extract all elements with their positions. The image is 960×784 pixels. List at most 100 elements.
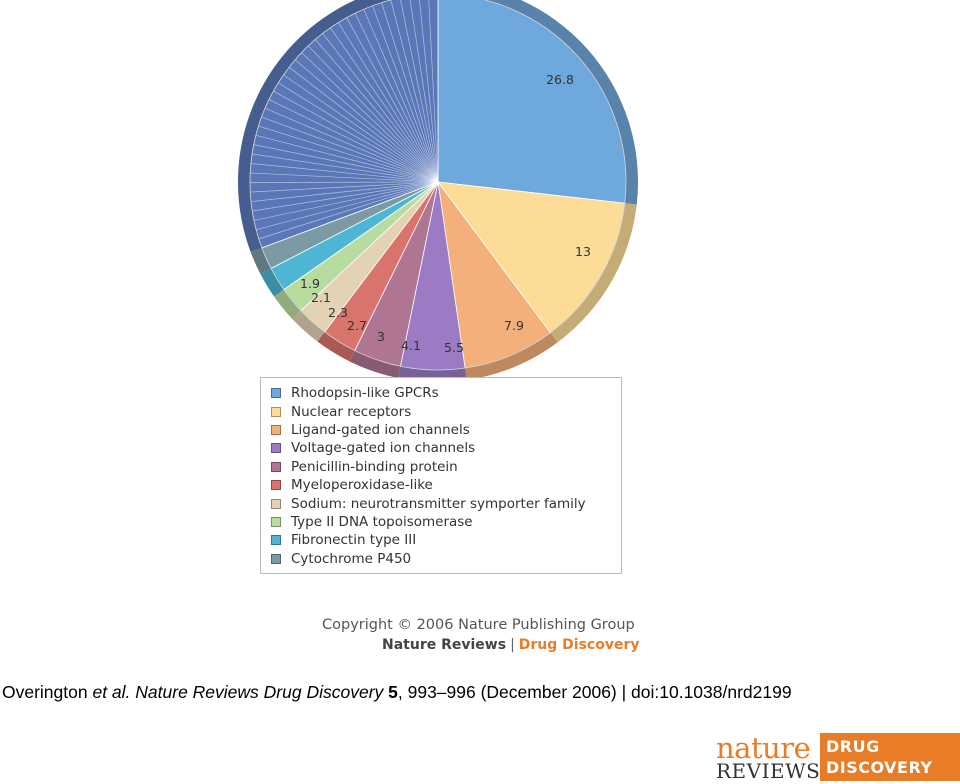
pie-slice-label: 7.9: [504, 318, 524, 333]
pie-slice-divider: [250, 163, 439, 183]
journal-name: Nature Reviews: [382, 637, 507, 653]
legend-label: Penicillin-binding protein: [291, 458, 458, 475]
legend-label: Type II DNA topoisomerase: [291, 513, 473, 530]
pie-outline: [249, 0, 627, 371]
pie-slice-divider: [346, 17, 439, 183]
legend-item: Myeloperoxidase-like: [271, 476, 621, 494]
citation-volume: 5: [388, 682, 398, 702]
copyright-notice: Copyright © 2006 Nature Publishing Group: [322, 617, 635, 633]
pie-slice-label: 2.1: [311, 290, 331, 305]
pie-slice-divider: [428, 0, 439, 183]
credit-separator: |: [510, 637, 515, 653]
legend-label: Myeloperoxidase-like: [291, 477, 433, 494]
legend-item: Rhodopsin-like GPCRs: [271, 384, 621, 402]
legend-item: Sodium: neurotransmitter symporter famil…: [271, 494, 621, 512]
pie-slice-divider: [363, 9, 439, 183]
pie-slice-divider: [338, 22, 439, 183]
pie-slice-divider: [354, 13, 439, 183]
pie-slice-divider: [381, 2, 439, 183]
logo-reviews-word: REVIEWS: [716, 759, 821, 783]
pie-slice-divider: [258, 181, 439, 240]
pie-slice-divider: [250, 172, 439, 183]
legend-label: Sodium: neurotransmitter symporter famil…: [291, 495, 586, 512]
logo-discovery-word: DISCOVERY: [826, 758, 933, 777]
pie-slice-divider: [308, 45, 439, 183]
chart-legend: Rhodopsin-like GPCRs Nuclear receptors Lig…: [260, 377, 622, 574]
pie-slice-divider: [249, 181, 439, 183]
pie-slice-divider: [400, 0, 439, 183]
pie-slice-label: 4.1: [401, 338, 421, 353]
citation-line: Overington et al. Nature Reviews Drug Di…: [2, 682, 792, 703]
pie-slice-divider: [253, 144, 439, 183]
pie-slice-label: 5.5: [444, 340, 464, 355]
pie-slice-divider: [419, 0, 439, 183]
pie-slice-divider: [294, 59, 439, 183]
logo-orange-box: DRUG DISCOVERY: [820, 733, 960, 781]
citation-pages-doi: , 993–996 (December 2006) | doi:10.1038/…: [397, 682, 792, 702]
legend-item: Cytochrome P450: [271, 550, 621, 568]
pie-slice-divider: [283, 74, 439, 183]
pie-slice-divider: [268, 99, 439, 183]
legend-label: Nuclear receptors: [291, 403, 412, 420]
pie-slice-divider: [322, 33, 439, 183]
journal-section: Drug Discovery: [518, 637, 640, 653]
legend-label: Ligand-gated ion channels: [291, 421, 470, 438]
pie-slice: [437, 0, 627, 204]
legend-item: Ligand-gated ion channels: [271, 421, 621, 439]
citation-authors: Overington: [2, 682, 93, 702]
pie-slice-divider: [390, 0, 439, 183]
pie-slice-label: 3: [377, 329, 385, 344]
legend-swatch: [271, 480, 281, 491]
pie-slice-divider: [252, 153, 439, 183]
pie-slice-divider: [315, 39, 439, 183]
pie-slice: [437, 181, 551, 369]
pie-chart: 26.8 13 7.9 5.5 4.1 3 2.72.32.11.9: [238, 0, 638, 382]
legend-swatch: [271, 553, 281, 564]
pie-slice-divider: [301, 52, 439, 183]
legend-swatch: [271, 498, 281, 509]
legend-swatch: [271, 461, 281, 472]
legend-swatch: [271, 388, 281, 399]
pie-slice-label: 26.8: [546, 72, 574, 87]
pie-slice-divider: [264, 107, 439, 183]
legend-item: Type II DNA topoisomerase: [271, 513, 621, 531]
pie-slice-divider: [278, 82, 439, 183]
pie-slice-divider: [330, 27, 439, 183]
legend-swatch: [271, 406, 281, 417]
legend-swatch: [271, 535, 281, 546]
legend-swatch: [271, 516, 281, 527]
pie-slice-label: 13: [575, 244, 591, 259]
pie-slice-divider: [258, 125, 439, 183]
legend-swatch: [271, 424, 281, 435]
legend-label: Cytochrome P450: [291, 550, 412, 567]
pie-slice-divider: [255, 134, 439, 183]
legend-item: Nuclear receptors: [271, 402, 621, 420]
pie-slice-divider: [250, 181, 439, 202]
pie-slice-label: 2.7: [347, 318, 367, 333]
legend-label: Voltage-gated ion channels: [291, 440, 476, 457]
legend-item: Voltage-gated ion channels: [271, 439, 621, 457]
legend-item: Penicillin-binding protein: [271, 458, 621, 476]
citation-etal: et al.: [92, 682, 131, 702]
citation-journal: Nature Reviews Drug Discovery: [130, 682, 389, 702]
legend-swatch: [271, 443, 281, 454]
pie-slice-divider: [273, 90, 439, 183]
legend-label: Rhodopsin-like GPCRs: [291, 385, 439, 402]
journal-logo: nature REVIEWS DRUG DISCOVERY: [716, 731, 960, 783]
logo-drug-word: DRUG: [826, 737, 880, 756]
pie-slice-label: 1.9: [300, 276, 320, 291]
logo-nature-word: nature: [716, 731, 811, 765]
pie-slice-divider: [372, 5, 439, 183]
legend-item: Fibronectin type III: [271, 531, 621, 549]
pie-slice: [437, 181, 626, 334]
journal-credit: Nature Reviews | Drug Discovery: [382, 637, 640, 653]
pie-slice-divider: [252, 181, 439, 212]
pie-slice-divider: [409, 0, 439, 183]
pie-slice-divider: [288, 66, 439, 183]
pie-slice-label: 2.3: [328, 305, 348, 320]
pie-slice-divider: [261, 116, 439, 183]
pie-slice-divider: [253, 181, 439, 221]
legend-label: Fibronectin type III: [291, 532, 417, 549]
pie-slice-divider: [256, 181, 439, 231]
pie-slice-divider: [250, 181, 439, 193]
